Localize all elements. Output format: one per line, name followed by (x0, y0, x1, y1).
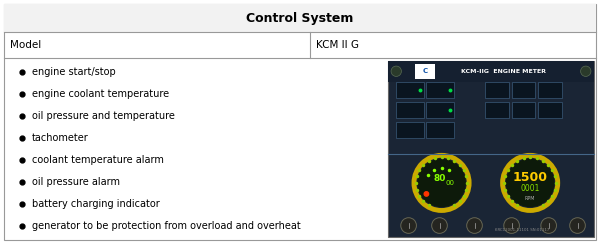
Text: 0001: 0001 (520, 184, 540, 193)
Circle shape (401, 218, 416, 233)
Bar (388, 61, 594, 237)
Circle shape (431, 218, 448, 233)
Circle shape (581, 66, 591, 76)
Text: generator to be protection from overload and overheat: generator to be protection from overload… (32, 221, 301, 231)
Circle shape (569, 218, 586, 233)
Text: oil pressure and temperature: oil pressure and temperature (32, 111, 175, 121)
Text: 00: 00 (445, 180, 454, 186)
Text: 80: 80 (434, 174, 446, 183)
Bar (426, 102, 454, 118)
Bar (396, 122, 424, 138)
Text: tachometer: tachometer (32, 133, 89, 143)
Bar (388, 61, 594, 82)
Text: battery charging indicator: battery charging indicator (32, 199, 160, 209)
Bar (415, 64, 436, 79)
Text: KRC12001-11101 SN:01117: KRC12001-11101 SN:01117 (495, 228, 549, 232)
Bar (538, 102, 562, 118)
Circle shape (467, 218, 482, 233)
Bar (512, 102, 535, 118)
Bar (485, 82, 509, 98)
Circle shape (506, 159, 554, 207)
Text: coolant temperature alarm: coolant temperature alarm (32, 155, 164, 165)
Text: KCM II G: KCM II G (316, 40, 359, 50)
Text: 1500: 1500 (512, 172, 548, 184)
Circle shape (504, 218, 520, 233)
Circle shape (541, 218, 557, 233)
Text: KCM-IIG  ENGINE METER: KCM-IIG ENGINE METER (461, 69, 546, 74)
Text: Model: Model (10, 40, 41, 50)
Text: engine start/stop: engine start/stop (32, 67, 116, 77)
Bar (512, 82, 535, 98)
Bar (396, 102, 424, 118)
Bar (4, 4, 596, 32)
Circle shape (391, 66, 401, 76)
Text: Control System: Control System (247, 11, 353, 25)
Bar (426, 122, 454, 138)
Circle shape (424, 192, 428, 196)
Text: C: C (422, 68, 428, 74)
Bar (485, 102, 509, 118)
Circle shape (417, 159, 466, 207)
Bar (538, 82, 562, 98)
Text: engine coolant temperature: engine coolant temperature (32, 89, 169, 99)
Text: oil pressure alarm: oil pressure alarm (32, 177, 120, 187)
Text: RPM: RPM (525, 196, 535, 201)
Bar (426, 82, 454, 98)
Bar (396, 82, 424, 98)
